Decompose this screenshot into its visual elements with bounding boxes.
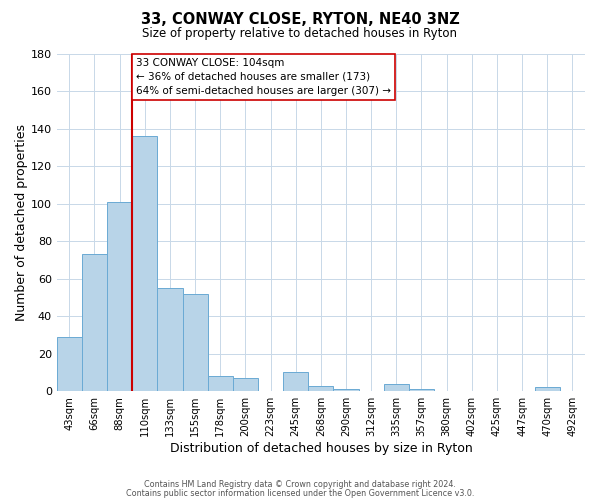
Bar (334, 390, 359, 391)
Bar (308, 386, 334, 391)
Bar (107, 202, 132, 391)
Bar (535, 388, 560, 391)
Text: Contains HM Land Registry data © Crown copyright and database right 2024.: Contains HM Land Registry data © Crown c… (144, 480, 456, 489)
Bar (132, 136, 157, 391)
Bar (208, 376, 233, 391)
Text: Contains public sector information licensed under the Open Government Licence v3: Contains public sector information licen… (126, 488, 474, 498)
Text: 33 CONWAY CLOSE: 104sqm
← 36% of detached houses are smaller (173)
64% of semi-d: 33 CONWAY CLOSE: 104sqm ← 36% of detache… (136, 58, 391, 96)
Bar (182, 294, 208, 391)
X-axis label: Distribution of detached houses by size in Ryton: Distribution of detached houses by size … (170, 442, 472, 455)
Bar (409, 390, 434, 391)
Text: Size of property relative to detached houses in Ryton: Size of property relative to detached ho… (143, 28, 458, 40)
Bar (283, 372, 308, 391)
Bar (233, 378, 258, 391)
Bar (384, 384, 409, 391)
Y-axis label: Number of detached properties: Number of detached properties (15, 124, 28, 321)
Text: 33, CONWAY CLOSE, RYTON, NE40 3NZ: 33, CONWAY CLOSE, RYTON, NE40 3NZ (140, 12, 460, 28)
Bar (82, 254, 107, 391)
Bar (157, 288, 182, 391)
Bar (57, 337, 82, 391)
